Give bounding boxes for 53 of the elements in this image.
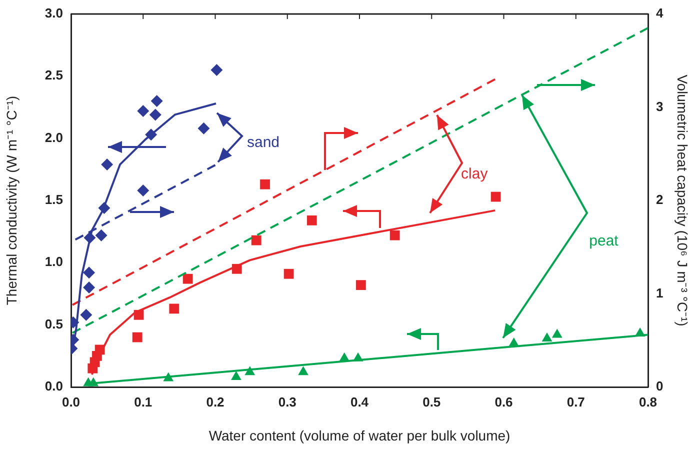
x-tick-label: 0.6: [494, 394, 513, 410]
y-axis-title: Thermal conductivity (W m⁻¹ °C⁻¹): [3, 96, 20, 306]
point: [490, 192, 501, 202]
y2-tick-label: 3: [656, 98, 664, 114]
y-tick-label: 1.0: [44, 254, 63, 270]
point: [101, 158, 114, 170]
y-tick-label: 2.5: [44, 68, 63, 83]
x-tick-label: 0.7: [566, 394, 585, 410]
x-tick-label: 0.8: [638, 394, 658, 410]
point: [251, 235, 262, 246]
y2-tick-label: 2: [656, 192, 664, 208]
point: [306, 215, 317, 226]
y-tick-label: 1.5: [44, 192, 63, 208]
point: [137, 104, 150, 117]
y-tick-label: 0.5: [44, 316, 63, 332]
x-tick-label: 0.0: [62, 394, 80, 410]
point: [150, 95, 163, 108]
point: [260, 179, 270, 190]
point: [298, 366, 308, 376]
point: [230, 371, 242, 380]
annotation: peat: [589, 232, 620, 250]
point: [169, 304, 180, 314]
point: [284, 268, 294, 279]
x-tick-label: 0.1: [134, 394, 152, 410]
point: [182, 274, 193, 284]
y2-tick-label: 0: [656, 378, 664, 394]
point: [390, 230, 400, 240]
point: [198, 122, 210, 134]
point: [80, 308, 92, 321]
annotation: clay: [461, 166, 488, 183]
y2-tick-label: 1: [656, 285, 664, 300]
point: [356, 280, 366, 290]
point: [83, 282, 96, 294]
point: [149, 108, 162, 121]
point: [95, 229, 108, 242]
point: [132, 332, 142, 342]
annotation: sand: [246, 134, 280, 151]
y-tick-label: 3.0: [44, 6, 63, 21]
point: [137, 184, 150, 197]
x-tick-label: 0.5: [422, 394, 441, 410]
y2-tick-label: 4: [656, 6, 664, 21]
point: [210, 64, 223, 76]
point: [552, 328, 562, 338]
x-tick-label: 0.3: [278, 394, 296, 410]
x-axis-title: Water content (volume of water per bulk volume): [208, 427, 510, 444]
point: [83, 266, 96, 279]
y-tick-label: 2.0: [44, 130, 63, 145]
point: [88, 377, 99, 386]
x-tick-label: 0.4: [350, 394, 370, 410]
y-tick-label: 0.0: [44, 378, 63, 394]
y2-axis-title: Volumetric heat capacity (10⁶ J m⁻³ °C⁻¹): [674, 74, 691, 326]
point: [542, 332, 552, 342]
x-tick-label: 0.2: [206, 394, 224, 410]
